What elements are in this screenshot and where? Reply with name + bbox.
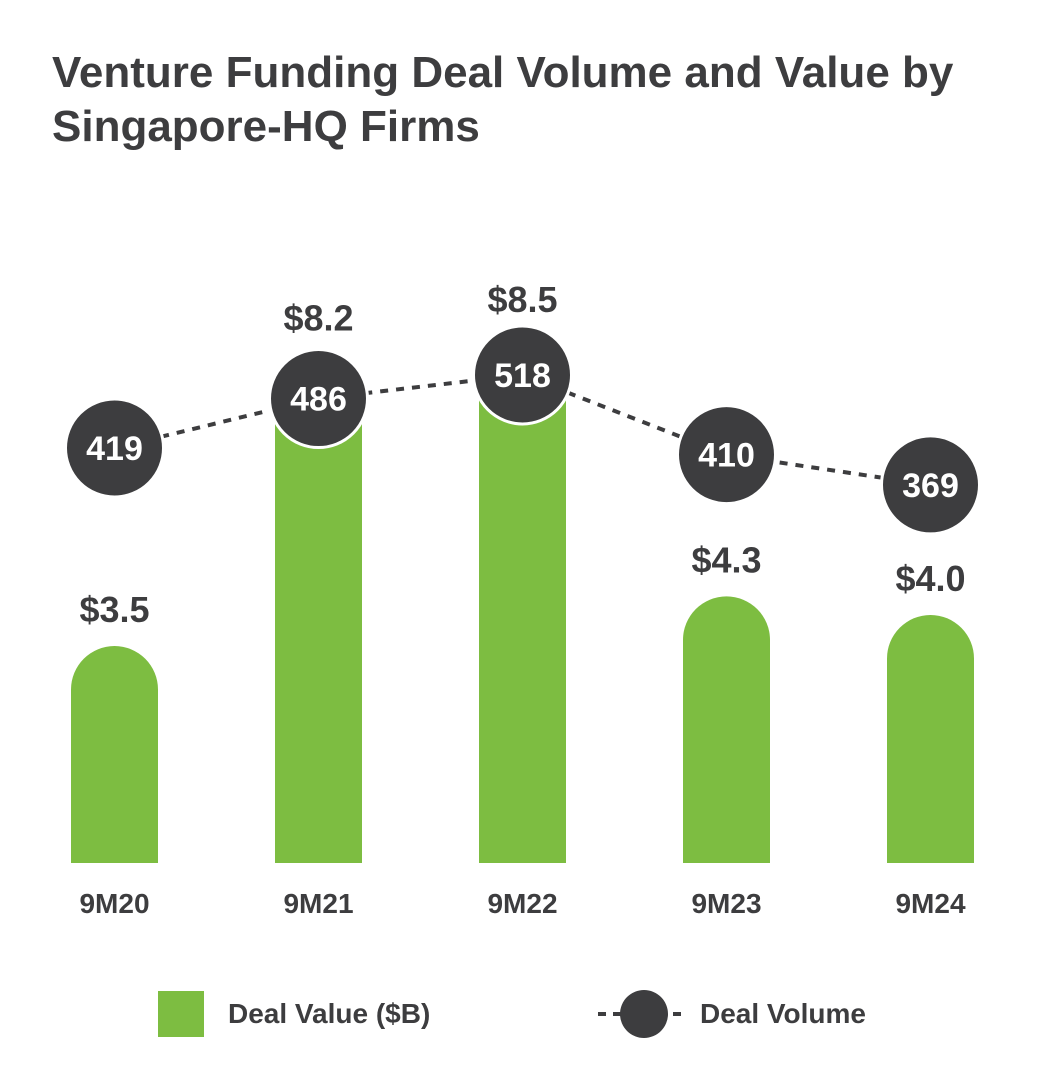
bar-value-label: $8.5	[487, 279, 557, 320]
deal-volume-label: 419	[86, 430, 143, 468]
bar-deal-value	[479, 336, 566, 863]
x-tick-label: 9M24	[895, 888, 965, 919]
legend-item-deal-value: Deal Value ($B)	[158, 990, 430, 1038]
legend-label-deal-value: Deal Value ($B)	[228, 998, 431, 1029]
bar-value-label: $8.2	[283, 298, 353, 339]
x-tick-label: 9M21	[283, 888, 353, 919]
bar-deal-value	[887, 615, 974, 863]
deal-volume-label: 410	[698, 437, 755, 475]
deal-volume-marker	[64, 397, 165, 499]
x-tick-label: 9M23	[691, 888, 761, 919]
deal-volume-label: 518	[494, 357, 551, 395]
bar-deal-value	[683, 596, 770, 863]
bar-value-label: $4.3	[691, 539, 761, 580]
legend-marker-deal-volume	[596, 990, 688, 1038]
chart-title: Venture Funding Deal Volume and Value by…	[52, 48, 954, 151]
deal-volume-label: 369	[902, 467, 959, 505]
x-tick-label: 9M22	[487, 888, 557, 919]
deal-volume-marker	[472, 324, 573, 426]
deal-volume-marker	[676, 404, 777, 506]
bar-value-label: $3.5	[79, 589, 149, 630]
legend-item-deal-volume: Deal Volume	[596, 990, 866, 1038]
deal-volume-marker	[880, 434, 981, 536]
legend-label-deal-volume: Deal Volume	[700, 998, 866, 1029]
bar-deal-value	[71, 646, 158, 863]
bar-value-label: $4.0	[895, 558, 965, 599]
deal-volume-label: 486	[290, 381, 347, 419]
legend-swatch-deal-value	[158, 991, 204, 1037]
x-tick-label: 9M20	[79, 888, 149, 919]
bar-deal-value	[275, 354, 362, 863]
deal-volume-marker	[268, 348, 369, 450]
